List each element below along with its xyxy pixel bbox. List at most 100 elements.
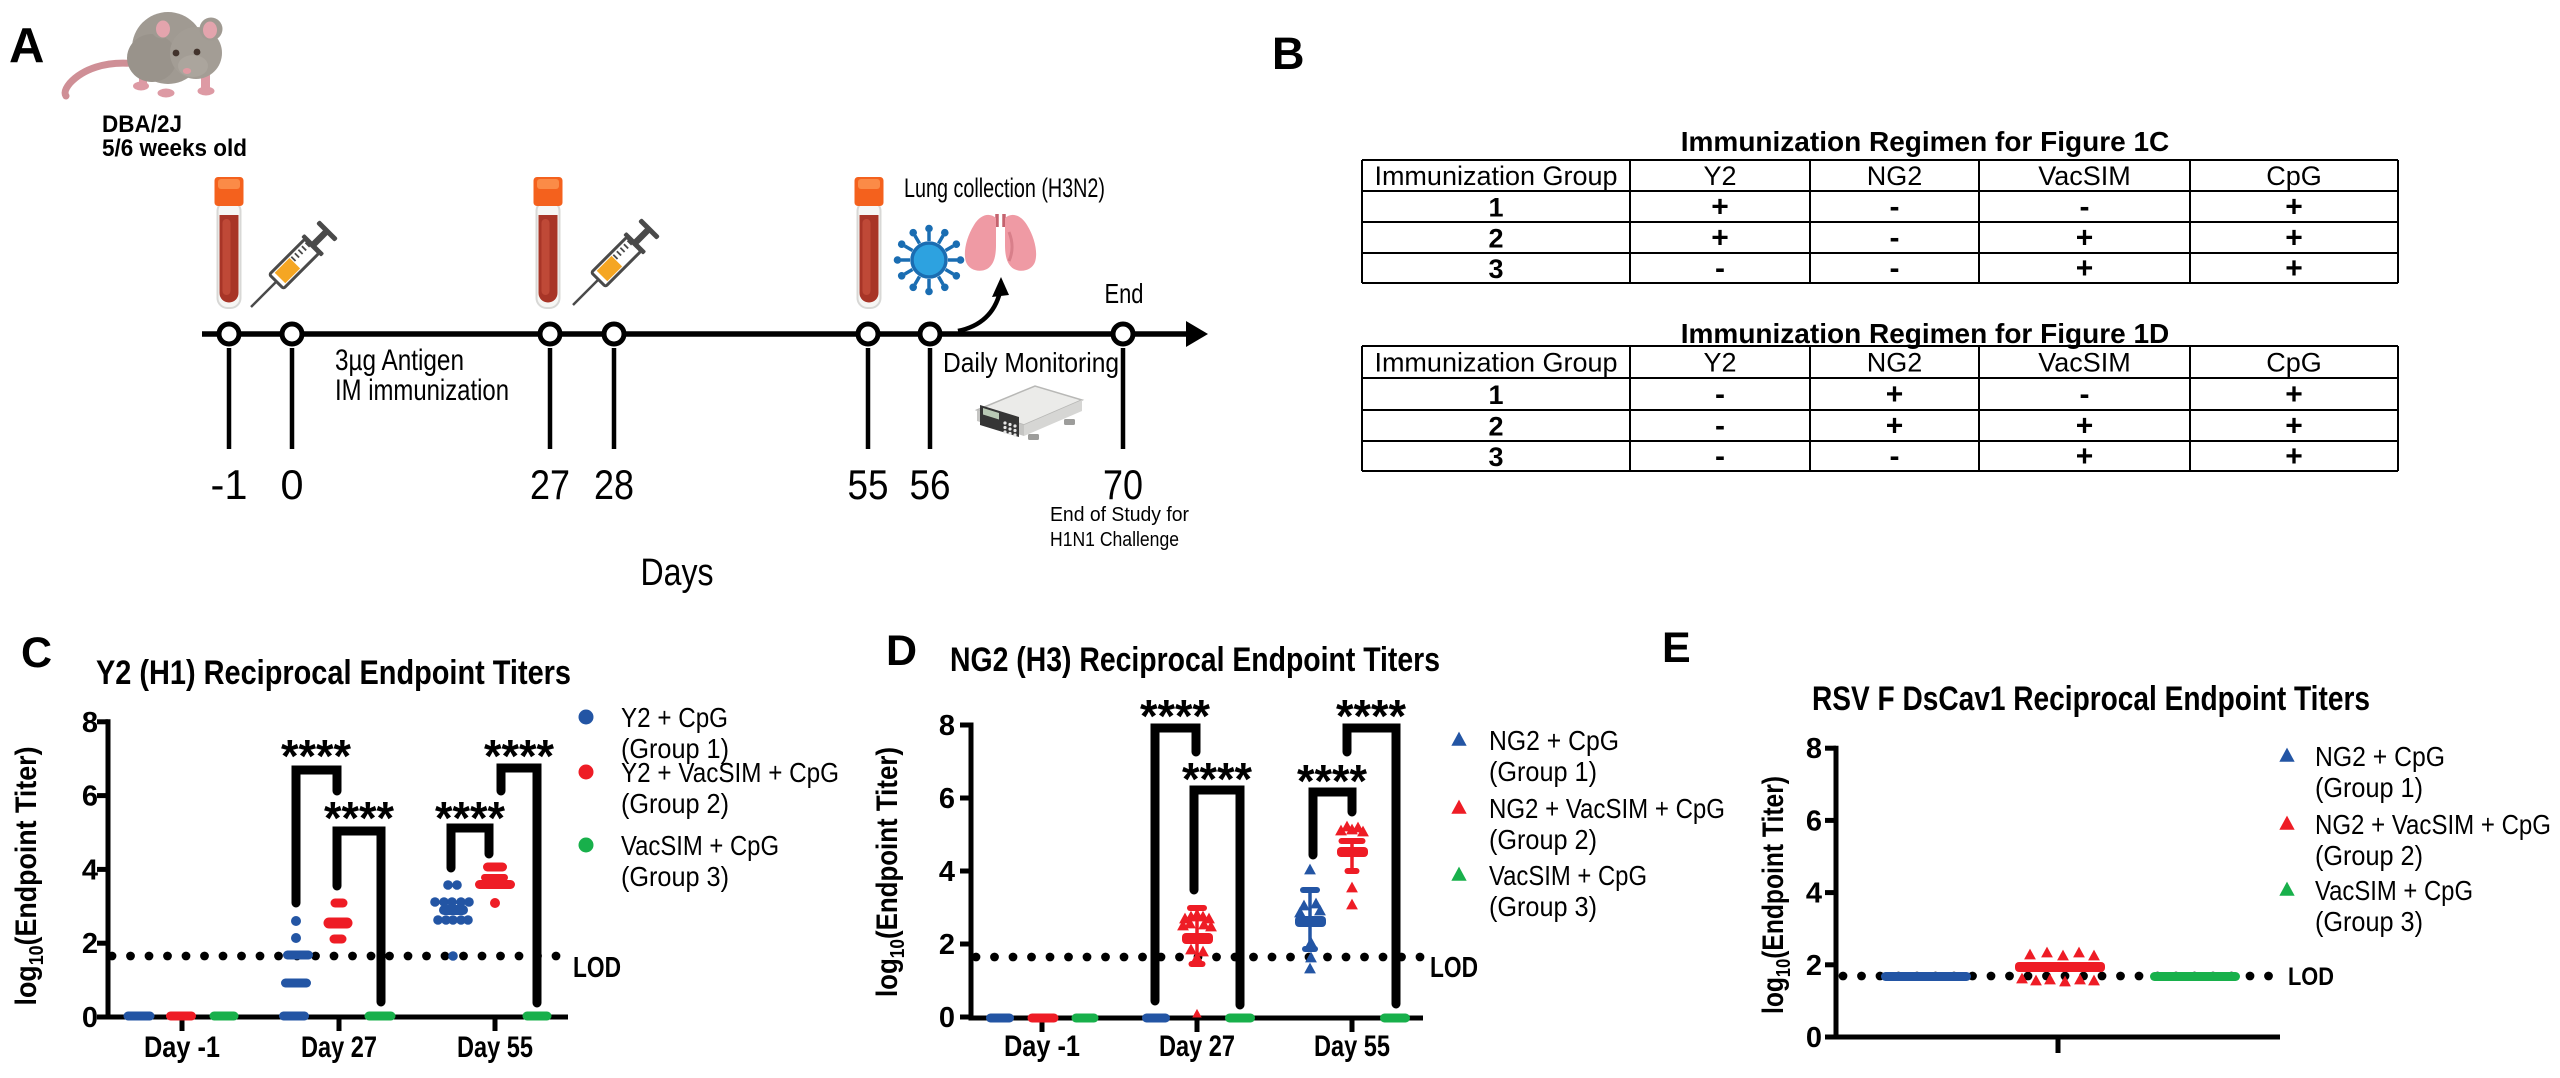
- svg-text:LOD: LOD: [1430, 952, 1478, 984]
- svg-text:CpG: CpG: [2266, 161, 2322, 191]
- svg-text:CpG: CpG: [2266, 348, 2322, 378]
- svg-text:Day -1: Day -1: [144, 1031, 220, 1064]
- svg-text:+: +: [1886, 410, 1904, 443]
- svg-text:3µg Antigen: 3µg Antigen: [335, 344, 464, 377]
- svg-text:(Group 2): (Group 2): [1489, 824, 1597, 855]
- svg-text:(Group 3): (Group 3): [1489, 891, 1597, 922]
- svg-text:-: -: [2080, 378, 2090, 411]
- svg-text:(Group 2): (Group 2): [621, 788, 729, 819]
- svg-text:5/6 weeks old: 5/6 weeks old: [102, 135, 247, 162]
- svg-text:DBA/2J: DBA/2J: [102, 111, 182, 138]
- svg-text:End of Study for: End of Study for: [1050, 504, 1189, 526]
- svg-text:log10(Endpoint Titer): log10(Endpoint Titer): [871, 747, 909, 997]
- svg-text:(Group 3): (Group 3): [2315, 906, 2423, 937]
- svg-text:28: 28: [594, 461, 634, 508]
- svg-text:LOD: LOD: [573, 952, 621, 984]
- svg-text:Days: Days: [641, 552, 714, 594]
- svg-text:IM immunization: IM immunization: [335, 374, 509, 407]
- svg-text:-: -: [1715, 378, 1725, 411]
- svg-text:+: +: [1886, 378, 1904, 411]
- svg-text:Day 55: Day 55: [1314, 1030, 1390, 1063]
- svg-text:+: +: [2285, 191, 2303, 224]
- svg-text:B: B: [1272, 28, 1305, 79]
- svg-text:Y2 (H1) Reciprocal Endpoint Ti: Y2 (H1) Reciprocal Endpoint Titers: [96, 654, 571, 692]
- svg-text:****: ****: [281, 730, 351, 782]
- svg-text:(Group 1): (Group 1): [621, 733, 729, 764]
- svg-text:Immunization Regimen for Figur: Immunization Regimen for Figure 1C: [1681, 126, 2169, 157]
- svg-text:-: -: [2080, 191, 2090, 224]
- svg-text:Immunization Group: Immunization Group: [1374, 161, 1617, 191]
- svg-text:NG2: NG2: [1867, 348, 1923, 378]
- svg-text:****: ****: [324, 792, 394, 844]
- svg-text:C: C: [21, 629, 52, 677]
- svg-text:****: ****: [1140, 690, 1210, 742]
- svg-text:4: 4: [82, 854, 98, 886]
- svg-text:-: -: [1890, 440, 1900, 473]
- svg-text:3: 3: [1488, 442, 1503, 472]
- svg-text:NG2 + VacSIM + CpG: NG2 + VacSIM + CpG: [2315, 809, 2551, 840]
- svg-text:Immunization Regimen for Figur: Immunization Regimen for Figure 1D: [1681, 318, 2169, 349]
- svg-text:VacSIM + CpG: VacSIM + CpG: [1489, 860, 1647, 891]
- svg-text:27: 27: [530, 461, 570, 508]
- svg-text:D: D: [886, 627, 917, 675]
- svg-text:8: 8: [1806, 733, 1822, 765]
- svg-text:-1: -1: [211, 461, 248, 508]
- svg-text:+: +: [2285, 222, 2303, 255]
- svg-text:NG2 (H3) Reciprocal Endpoint T: NG2 (H3) Reciprocal Endpoint Titers: [950, 641, 1440, 679]
- svg-text:log10(Endpoint Titer): log10(Endpoint Titer): [1757, 776, 1795, 1014]
- svg-text:6: 6: [1806, 805, 1822, 837]
- svg-text:2: 2: [82, 928, 98, 960]
- svg-text:End: End: [1105, 278, 1144, 309]
- svg-text:-: -: [1890, 252, 1900, 285]
- svg-text:+: +: [2285, 378, 2303, 411]
- svg-text:log10(Endpoint Titer): log10(Endpoint Titer): [10, 747, 48, 1006]
- svg-text:(Group 3): (Group 3): [621, 861, 729, 892]
- svg-text:8: 8: [82, 707, 98, 739]
- svg-text:H1N1 Challenge: H1N1 Challenge: [1050, 529, 1179, 551]
- svg-text:2: 2: [1488, 224, 1503, 254]
- svg-text:-: -: [1890, 222, 1900, 255]
- svg-text:****: ****: [1336, 690, 1406, 742]
- svg-text:0: 0: [281, 461, 304, 508]
- svg-text:VacSIM + CpG: VacSIM + CpG: [621, 830, 779, 861]
- svg-text:Daily Monitoring: Daily Monitoring: [943, 347, 1119, 378]
- svg-text:+: +: [1711, 191, 1729, 224]
- svg-text:Y2: Y2: [1703, 161, 1736, 191]
- svg-text:+: +: [2076, 410, 2094, 443]
- svg-text:NG2 + CpG: NG2 + CpG: [2315, 741, 2445, 772]
- svg-text:A: A: [9, 19, 44, 73]
- svg-text:1: 1: [1488, 193, 1503, 223]
- svg-text:****: ****: [1182, 753, 1252, 805]
- svg-text:LOD: LOD: [2288, 963, 2334, 991]
- svg-text:1: 1: [1488, 380, 1503, 410]
- svg-text:0: 0: [939, 1002, 955, 1034]
- svg-text:4: 4: [939, 856, 955, 888]
- svg-text:****: ****: [484, 730, 554, 782]
- svg-text:(Group 1): (Group 1): [2315, 772, 2423, 803]
- svg-text:Y2 + VacSIM + CpG: Y2 + VacSIM + CpG: [621, 757, 839, 788]
- svg-text:Lung collection (H3N2): Lung collection (H3N2): [904, 173, 1105, 203]
- svg-text:56: 56: [910, 461, 951, 508]
- svg-text:2: 2: [1806, 950, 1822, 982]
- svg-text:-: -: [1715, 410, 1725, 443]
- svg-text:RSV F DsCav1 Reciprocal Endpoi: RSV F DsCav1 Reciprocal Endpoint Titers: [1812, 680, 2370, 718]
- svg-text:2: 2: [1488, 412, 1503, 442]
- svg-text:8: 8: [939, 710, 955, 742]
- svg-text:+: +: [2285, 410, 2303, 443]
- svg-text:VacSIM: VacSIM: [2038, 161, 2131, 191]
- svg-text:NG2 + CpG: NG2 + CpG: [1489, 725, 1619, 756]
- svg-text:Day 55: Day 55: [457, 1031, 533, 1064]
- svg-text:Y2 + CpG: Y2 + CpG: [621, 702, 728, 733]
- svg-text:+: +: [2076, 440, 2094, 473]
- svg-text:+: +: [2285, 440, 2303, 473]
- svg-text:E: E: [1662, 624, 1691, 672]
- svg-text:+: +: [2076, 252, 2094, 285]
- svg-text:NG2 + VacSIM + CpG: NG2 + VacSIM + CpG: [1489, 793, 1725, 824]
- svg-text:Day 27: Day 27: [301, 1031, 377, 1064]
- svg-text:Day -1: Day -1: [1004, 1030, 1080, 1063]
- svg-text:VacSIM + CpG: VacSIM + CpG: [2315, 875, 2473, 906]
- svg-text:NG2: NG2: [1867, 161, 1923, 191]
- svg-text:****: ****: [435, 792, 505, 844]
- svg-text:Immunization Group: Immunization Group: [1374, 348, 1617, 378]
- svg-text:6: 6: [939, 783, 955, 815]
